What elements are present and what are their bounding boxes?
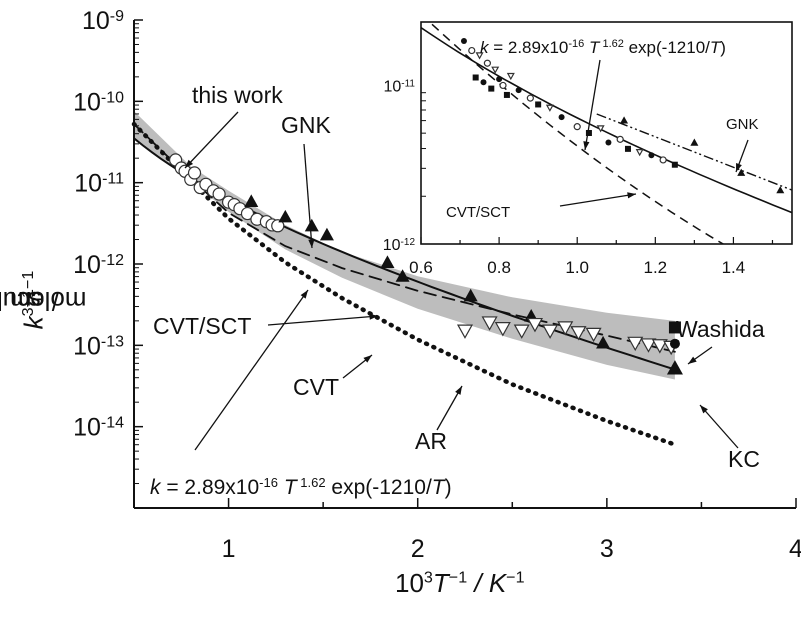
- gnk-point: [244, 194, 258, 207]
- inset-this-work-point: [672, 162, 678, 168]
- label-cvt: CVT: [293, 374, 339, 400]
- gnk-point: [320, 228, 334, 241]
- kc-arrow: [700, 405, 738, 448]
- inset-this-work-point: [605, 140, 611, 146]
- gnk-point: [278, 210, 292, 223]
- inset-this-work-point: [617, 136, 623, 142]
- inset-this-work-point: [473, 75, 479, 81]
- inset-this-work-point: [461, 38, 467, 44]
- inset-x-tick-label: 0.8: [487, 258, 511, 277]
- ar-point: [458, 325, 472, 338]
- inset-this-work-point: [504, 92, 510, 98]
- x-tick-label: 4: [789, 535, 801, 563]
- label-cvt-sct: CVT/SCT: [153, 313, 251, 339]
- gnk-point: [380, 255, 394, 268]
- inset-label-cvt-sct: CVT/SCT: [446, 204, 510, 221]
- y-tick-label: 10-14: [73, 414, 124, 442]
- inset-y-tick-label: 10-12: [383, 237, 416, 255]
- label-gnk: GNK: [281, 112, 332, 138]
- inset-x-tick-label: 1.4: [722, 258, 746, 277]
- label-washida: Washida: [676, 316, 765, 342]
- y-tick-label: 10-9: [82, 7, 124, 35]
- inset-this-work-point: [625, 146, 631, 152]
- inset-this-work-point: [500, 82, 506, 88]
- y-tick-label: 10-11: [74, 170, 124, 198]
- x-tick-label: 3: [600, 535, 614, 563]
- inset-this-work-point: [535, 101, 541, 107]
- y-axis-label: k / cm3 molecule−1 s−1: [14, 80, 54, 520]
- inset-this-work-point: [488, 86, 494, 92]
- inset-this-work-point: [469, 48, 475, 54]
- inset-y-tick-label: 10-11: [383, 78, 415, 96]
- inset-this-work-point: [574, 124, 580, 130]
- formula-arrow-head: [301, 290, 308, 299]
- inset-this-work-point: [484, 60, 490, 66]
- y-tick-label: 10-13: [73, 332, 124, 360]
- inset-this-work-point: [516, 87, 522, 93]
- inset-plot: 0.60.81.01.21.410-1210-11k = 2.89x10-16 …: [383, 14, 792, 282]
- washida-arrow-head: [688, 357, 697, 364]
- inset-this-work-point: [559, 114, 565, 120]
- x-tick-label: 2: [411, 535, 425, 563]
- main-formula: k = 2.89x10-16 T 1.62 exp(-1210/T): [150, 475, 452, 500]
- inset-x-tick-label: 1.2: [643, 258, 667, 277]
- this-work-point: [189, 167, 201, 179]
- label-kc: KC: [728, 446, 760, 472]
- gnk-arrow: [304, 144, 312, 248]
- label-ar: AR: [415, 428, 447, 454]
- ar-arrow-head: [455, 386, 462, 395]
- label-this-work: this work: [192, 82, 283, 108]
- inset-x-tick-label: 0.6: [409, 258, 433, 277]
- inset-x-tick-label: 1.0: [565, 258, 589, 277]
- y-tick-label: 10-10: [73, 88, 124, 116]
- inset-this-work-point: [496, 76, 502, 82]
- inset-label-gnk: GNK: [726, 116, 759, 133]
- inset-this-work-point: [527, 95, 533, 101]
- this-work-arrow: [185, 112, 238, 168]
- inset-this-work-point: [648, 152, 654, 158]
- inset-this-work-point: [660, 157, 666, 163]
- x-axis-label: 103T−1 / K−1: [395, 568, 525, 599]
- inset-this-work-point: [480, 79, 486, 85]
- y-tick-label: 10-12: [73, 251, 124, 279]
- x-tick-label: 1: [222, 535, 236, 563]
- gnk-point: [305, 219, 319, 232]
